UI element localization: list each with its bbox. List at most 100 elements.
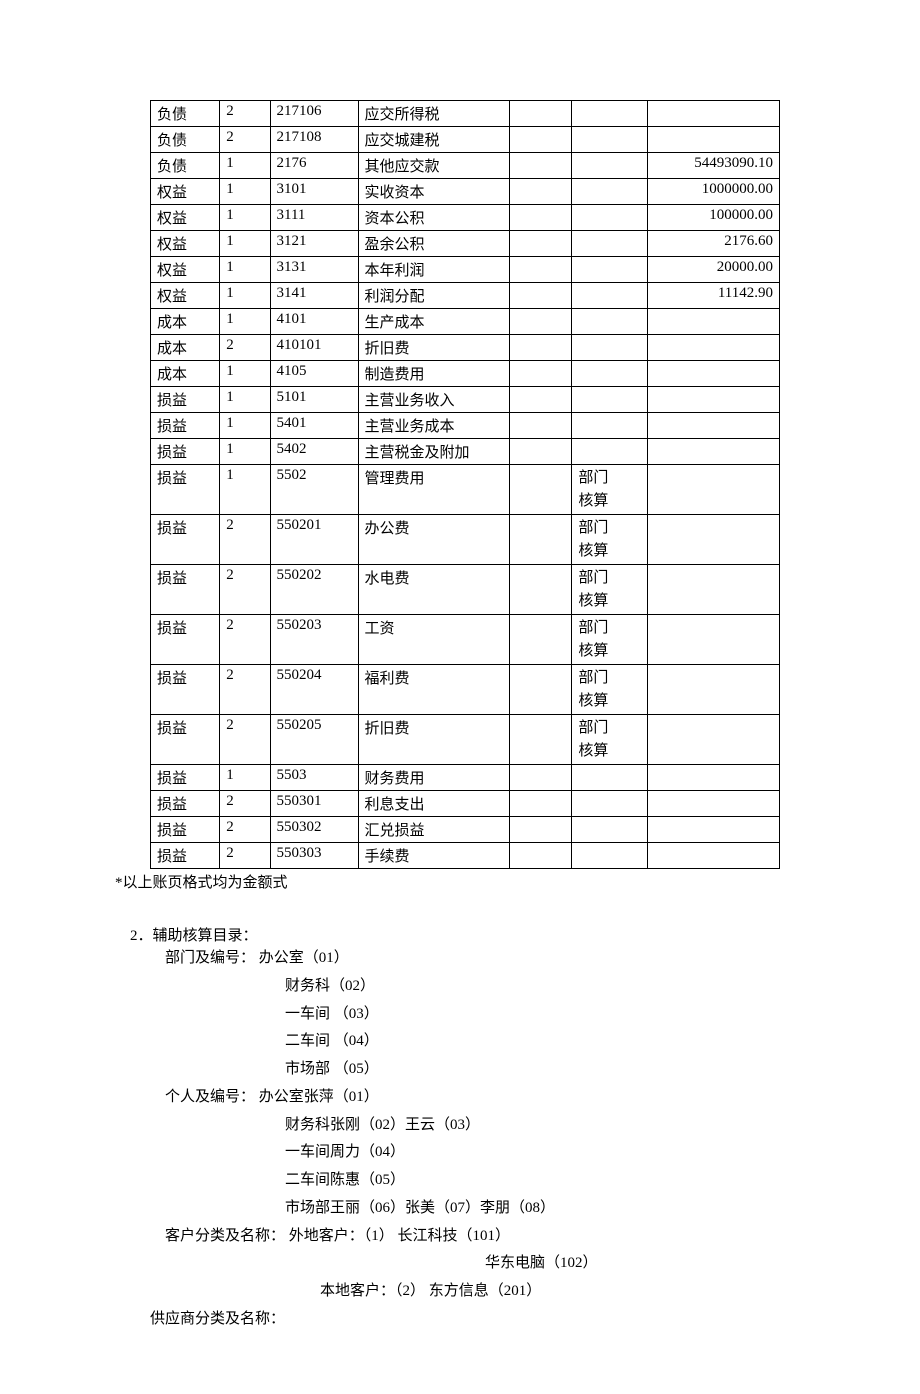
table-cell: 折旧费 [358, 715, 509, 765]
table-cell: 3141 [270, 283, 358, 309]
table-cell: 成本 [151, 309, 220, 335]
table-cell [509, 127, 572, 153]
table-cell: 1 [220, 283, 270, 309]
table-cell: 550205 [270, 715, 358, 765]
table-cell [647, 309, 779, 335]
table-cell [647, 101, 779, 127]
table-cell [572, 231, 647, 257]
table-cell [647, 361, 779, 387]
table-cell: 权益 [151, 257, 220, 283]
table-cell [647, 665, 779, 715]
table-cell: 550303 [270, 843, 358, 869]
table-cell: 负债 [151, 153, 220, 179]
table-cell: 水电费 [358, 565, 509, 615]
table-cell: 1 [220, 387, 270, 413]
table-cell: 损益 [151, 413, 220, 439]
table-cell: 部门核算 [572, 715, 647, 765]
table-cell [572, 439, 647, 465]
table-row: 损益15502管理费用部门核算 [151, 465, 780, 515]
table-cell: 4105 [270, 361, 358, 387]
table-cell: 实收资本 [358, 179, 509, 205]
table-row: 权益13101实收资本1000000.00 [151, 179, 780, 205]
table-cell: 管理费用 [358, 465, 509, 515]
table-cell: 损益 [151, 387, 220, 413]
table-cell [647, 413, 779, 439]
table-cell: 权益 [151, 179, 220, 205]
table-cell [509, 231, 572, 257]
table-cell [647, 615, 779, 665]
table-cell [572, 817, 647, 843]
table-row: 权益13131本年利润20000.00 [151, 257, 780, 283]
table-cell: 5503 [270, 765, 358, 791]
table-cell [509, 791, 572, 817]
table-cell: 1 [220, 153, 270, 179]
table-cell: 5502 [270, 465, 358, 515]
table-cell [509, 205, 572, 231]
person-item: 二车间陈惠（05） [285, 1167, 780, 1195]
table-cell: 1 [220, 361, 270, 387]
table-cell [647, 791, 779, 817]
table-cell [509, 283, 572, 309]
table-cell [509, 665, 572, 715]
table-cell: 1 [220, 309, 270, 335]
table-cell: 本年利润 [358, 257, 509, 283]
table-cell: 部门核算 [572, 515, 647, 565]
table-cell: 410101 [270, 335, 358, 361]
table-cell [509, 257, 572, 283]
table-cell [572, 153, 647, 179]
table-cell: 权益 [151, 205, 220, 231]
table-cell [572, 283, 647, 309]
table-cell: 损益 [151, 439, 220, 465]
table-cell [647, 515, 779, 565]
table-cell [509, 413, 572, 439]
table-cell: 3111 [270, 205, 358, 231]
table-cell: 5401 [270, 413, 358, 439]
table-cell [572, 765, 647, 791]
table-cell: 54493090.10 [647, 153, 779, 179]
table-cell: 5101 [270, 387, 358, 413]
table-cell: 损益 [151, 765, 220, 791]
table-row: 损益2550301利息支出 [151, 791, 780, 817]
table-row: 损益15503财务费用 [151, 765, 780, 791]
table-cell [647, 439, 779, 465]
table-cell: 2 [220, 665, 270, 715]
table-cell: 制造费用 [358, 361, 509, 387]
table-cell: 2 [220, 335, 270, 361]
table-cell [509, 387, 572, 413]
table-cell: 11142.90 [647, 283, 779, 309]
table-cell [572, 413, 647, 439]
table-cell: 生产成本 [358, 309, 509, 335]
table-cell: 1 [220, 205, 270, 231]
table-cell [647, 127, 779, 153]
table-cell: 利润分配 [358, 283, 509, 309]
table-cell: 3131 [270, 257, 358, 283]
table-cell [509, 335, 572, 361]
table-cell: 资本公积 [358, 205, 509, 231]
table-cell [572, 101, 647, 127]
table-cell: 工资 [358, 615, 509, 665]
table-cell: 福利费 [358, 665, 509, 715]
table-cell: 部门核算 [572, 665, 647, 715]
table-cell: 1 [220, 257, 270, 283]
table-cell: 2 [220, 843, 270, 869]
table-cell: 550203 [270, 615, 358, 665]
table-cell [572, 791, 647, 817]
table-row: 权益13111资本公积100000.00 [151, 205, 780, 231]
table-row: 损益15401主营业务成本 [151, 413, 780, 439]
table-cell: 1 [220, 439, 270, 465]
person-item: 一车间周力（04） [285, 1139, 780, 1167]
section-title: 2．辅助核算目录： [130, 924, 780, 945]
table-cell [647, 565, 779, 615]
person-label: 个人及编号： 办公室张萍（01） [165, 1084, 780, 1112]
dept-item: 市场部 （05） [285, 1056, 780, 1084]
table-cell [509, 153, 572, 179]
table-cell [572, 335, 647, 361]
table-cell: 550202 [270, 565, 358, 615]
table-cell: 汇兑损益 [358, 817, 509, 843]
table-cell [509, 565, 572, 615]
table-cell: 550201 [270, 515, 358, 565]
table-cell: 损益 [151, 665, 220, 715]
table-cell: 财务费用 [358, 765, 509, 791]
customer-line2: 华东电脑（102） [485, 1250, 780, 1278]
table-cell [509, 465, 572, 515]
